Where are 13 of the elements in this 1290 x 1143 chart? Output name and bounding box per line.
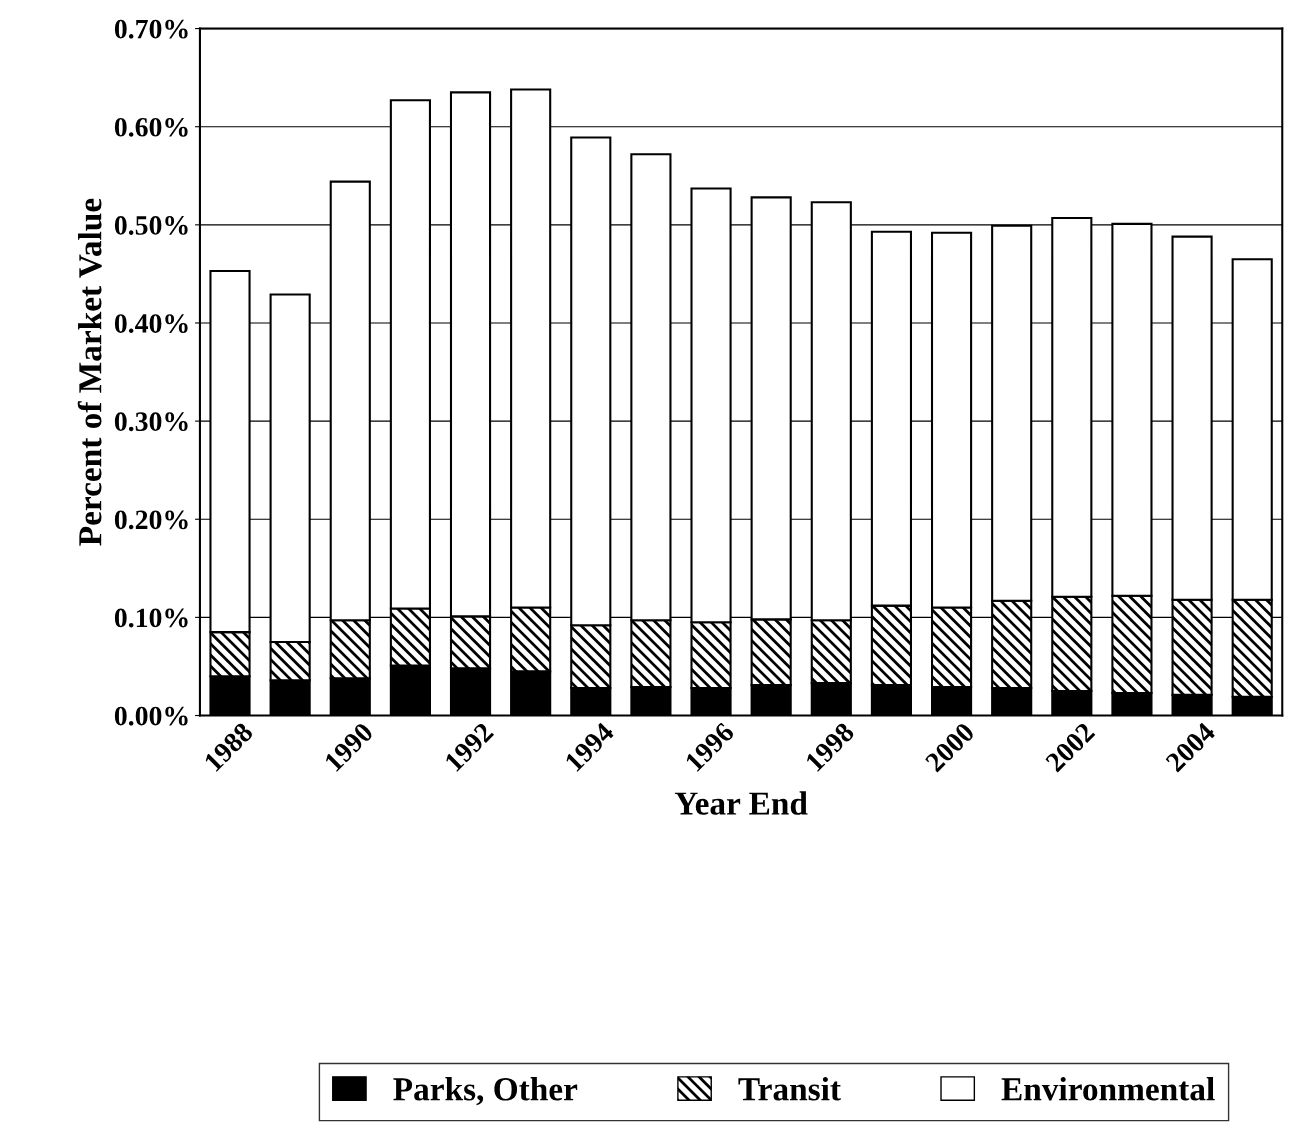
legend-label: Parks, Other <box>393 1077 578 1106</box>
y-axis-title: Percent of Market Value <box>77 198 102 546</box>
y-tick-label: 0.60% <box>114 117 188 137</box>
y-tick-label: 0.30% <box>114 412 188 432</box>
x-axis-title: Year End <box>674 791 808 815</box>
y-tick-label: 0.20% <box>114 510 188 530</box>
legend-label: Transit <box>738 1077 841 1101</box>
legend-label: Environmental <box>1001 1077 1215 1101</box>
y-tick-label: 0.70% <box>114 19 188 39</box>
y-tick-label: 0.00% <box>114 706 188 726</box>
y-tick-label: 0.40% <box>114 314 188 334</box>
y-tick-label: 0.10% <box>114 608 188 628</box>
y-tick-label: 0.50% <box>114 216 188 235</box>
